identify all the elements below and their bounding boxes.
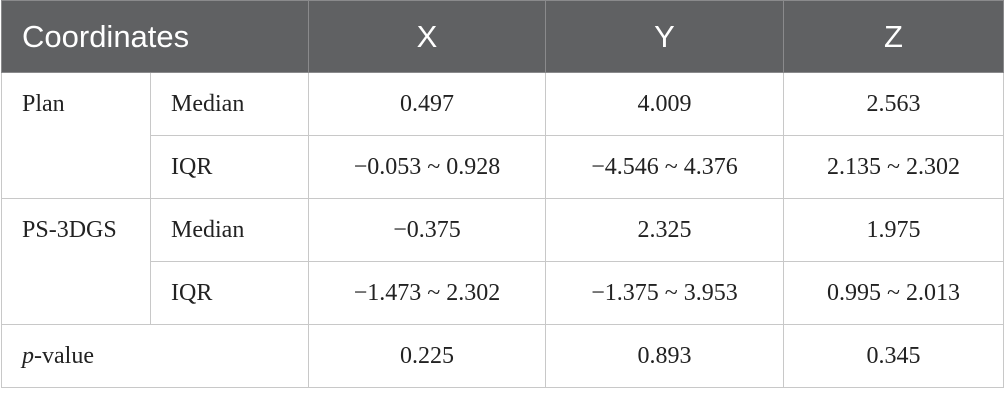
group-label: Plan [1,72,151,199]
header-cell: Z [783,0,1004,73]
row: PS-3DGS Median −0.375 2.325 1.975 [1,198,1004,325]
footer-label-cell: p-value [1,324,309,388]
cell: 2.135 ~ 2.302 [783,135,1004,199]
stat-label: IQR [150,135,309,199]
header-cell: X [308,0,546,73]
cell: 4.009 [545,72,784,136]
header-cell: Y [545,0,784,73]
row: p-value 0.225 0.893 0.345 [1,324,1004,388]
stat-label: Median [150,72,309,136]
row: IQR −0.053 ~ 0.928 −4.546 ~ 4.376 2.135 … [2,135,1004,199]
cell: −4.546 ~ 4.376 [545,135,784,199]
cell: 0.893 [545,324,784,388]
cell: 1.975 [783,198,1004,262]
cell: 0.497 [308,72,546,136]
cell: −1.375 ~ 3.953 [545,261,784,325]
cell: 2.325 [545,198,784,262]
cell: −0.053 ~ 0.928 [308,135,546,199]
header-row: Coordinates X Y Z [1,0,1004,73]
cell: 2.563 [783,72,1004,136]
stat-label: Median [150,198,309,262]
stat-label: IQR [150,261,309,325]
cell: −1.473 ~ 2.302 [308,261,546,325]
cell: −0.375 [308,198,546,262]
row: Plan Median 0.497 4.009 2.563 [1,72,1004,199]
cell: 0.345 [783,324,1004,388]
cell: 0.995 ~ 2.013 [783,261,1004,325]
row: IQR −1.473 ~ 2.302 −1.375 ~ 3.953 0.995 … [2,261,1004,325]
header-cell: Coordinates [1,0,309,73]
group-label: PS-3DGS [1,198,151,325]
footer-label: p-value [22,342,94,369]
results-table: Coordinates X Y Z Plan Median 0.497 4.00… [1,0,1004,388]
cell: 0.225 [308,324,546,388]
